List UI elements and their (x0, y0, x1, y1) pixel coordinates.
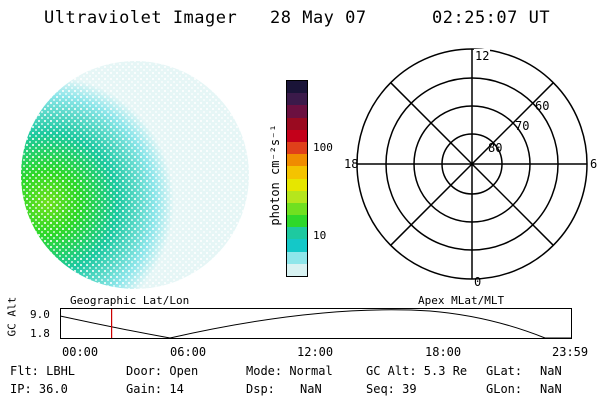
colorbar-segment (287, 105, 307, 118)
timeline-ymin: 1.8 (30, 327, 50, 340)
info-glon-value: NaN (540, 382, 562, 396)
info-ip: IP: 36.0 (10, 382, 68, 396)
polar-grid: 12 0 18 6 60 70 80 (344, 48, 597, 288)
auroral-image (21, 61, 249, 289)
colorbar-segment (287, 239, 307, 252)
xtick-0000: 00:00 (62, 345, 99, 359)
colorbar-segment (287, 202, 307, 216)
info-gcalt: GC Alt: 5.3 Re (366, 364, 468, 378)
info-dsp-label: Dsp: (246, 382, 275, 396)
timeline-plot (60, 308, 572, 339)
info-door: Door: Open (126, 364, 199, 378)
colorbar-segment (287, 263, 307, 276)
colorbar (286, 80, 308, 277)
info-glat-label: GLat: (486, 364, 523, 378)
colorbar-tick-10: 10 (313, 229, 327, 242)
xtick-0600: 06:00 (170, 345, 207, 359)
polar-label-12: 12 (475, 49, 489, 63)
info-flt: Flt: LBHL (10, 364, 76, 378)
info-glon-label: GLon: (486, 382, 523, 396)
colorbar-segment (287, 93, 307, 106)
polar-label-6: 6 (590, 157, 597, 171)
timeline-ymax: 9.0 (30, 308, 50, 321)
timeline-left-title: Geographic Lat/Lon (70, 294, 190, 307)
info-glat-value: NaN (540, 364, 562, 378)
colorbar-segment (287, 154, 307, 167)
polar-ring-80: 80 (488, 141, 502, 155)
polar-label-18: 18 (344, 157, 358, 171)
colorbar-segment (287, 81, 307, 94)
info-dsp-value: NaN (300, 382, 322, 396)
xtick-1200: 12:00 (297, 345, 334, 359)
time-label: 02:25:07 UT (432, 8, 551, 28)
colorbar-segment (287, 166, 307, 179)
info-gain: Gain: 14 (126, 382, 184, 396)
info-mode: Mode: Normal (246, 364, 333, 378)
colorbar-label: photon cm⁻²s⁻¹ (268, 124, 282, 226)
colorbar-segment (287, 178, 307, 191)
colorbar-segment (287, 129, 307, 142)
date-label: 28 May 07 (270, 8, 367, 28)
colorbar-segment (287, 215, 307, 228)
polar-ring-60: 60 (535, 99, 549, 113)
colorbar-segment (287, 117, 307, 130)
polar-label-0: 0 (474, 275, 481, 288)
info-seq: Seq: 39 (366, 382, 417, 396)
timeline-ylabel: GC Alt (5, 296, 19, 337)
colorbar-segment (287, 141, 307, 155)
colorbar-segment (287, 227, 307, 240)
colorbar-segment (287, 190, 307, 203)
xtick-1800: 18:00 (425, 345, 462, 359)
xtick-2359: 23:59 (552, 345, 589, 359)
timeline-right-title: Apex MLat/MLT (418, 294, 505, 307)
polar-ring-70: 70 (515, 119, 529, 133)
instrument-title: Ultraviolet Imager (44, 8, 238, 28)
colorbar-segment (287, 251, 307, 264)
colorbar-tick-100: 100 (313, 141, 333, 154)
